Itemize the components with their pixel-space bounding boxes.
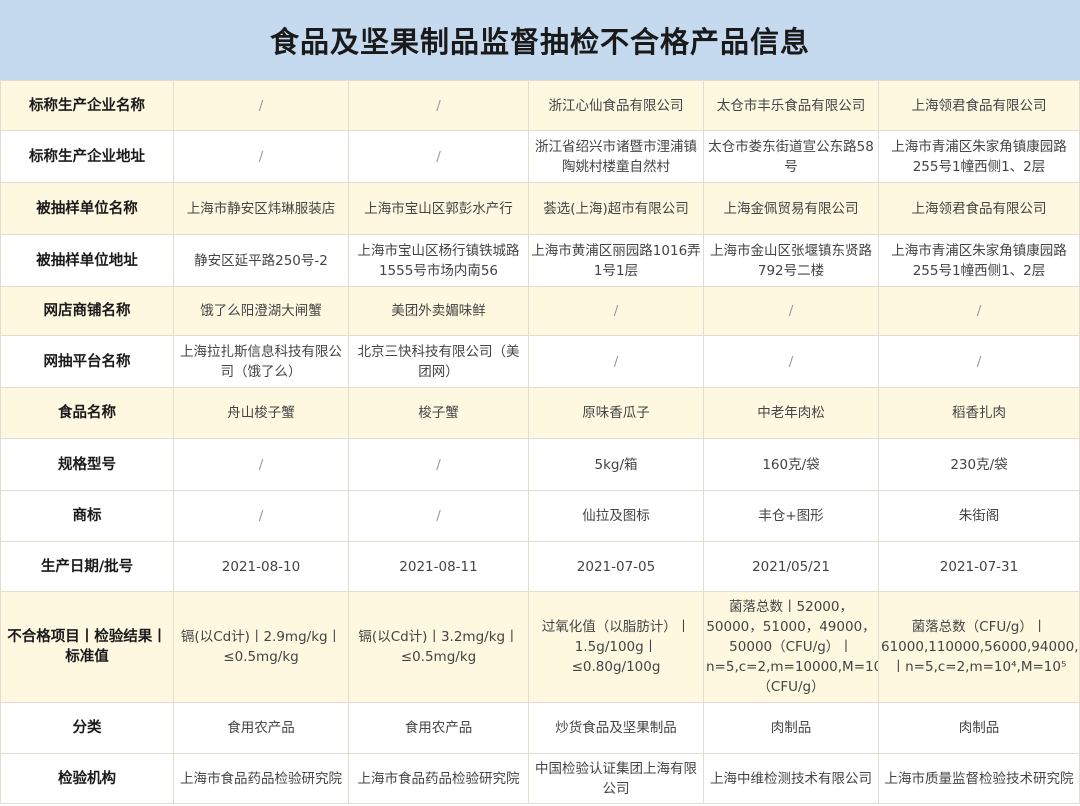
table-cell: 饿了么阳澄湖大闸蟹 [173, 286, 349, 336]
table-cell: 上海中维检测技术有限公司 [703, 753, 879, 804]
table-cell: 原味香瓜子 [528, 387, 704, 439]
table-cell: / [703, 286, 879, 336]
row-label: 规格型号 [0, 438, 174, 491]
row-label: 生产日期/批号 [0, 541, 174, 592]
table-cell: 上海市食品药品检验研究院 [348, 753, 529, 804]
row-label: 标称生产企业名称 [0, 80, 174, 131]
table-cell: 太仓市丰乐食品有限公司 [703, 80, 879, 131]
row-label: 网店商铺名称 [0, 286, 174, 336]
table-cell: 5kg/箱 [528, 438, 704, 491]
page-title: 食品及坚果制品监督抽检不合格产品信息 [0, 0, 1080, 80]
table-cell: 中老年肉松 [703, 387, 879, 439]
table-cell: 舟山梭子蟹 [173, 387, 349, 439]
row-label: 食品名称 [0, 387, 174, 439]
table-cell: 上海领君食品有限公司 [878, 182, 1080, 235]
row-label: 商标 [0, 490, 174, 542]
table-cell: 肉制品 [878, 702, 1080, 754]
table-cell: 食用农产品 [173, 702, 349, 754]
table-cell: 上海市宝山区郭彭水产行 [348, 182, 529, 235]
table-row: 被抽样单位名称 上海市静安区炜琳服装店 上海市宝山区郭彭水产行 荟选(上海)超市有限公… [0, 182, 1080, 235]
table-cell: 上海领君食品有限公司 [878, 80, 1080, 131]
row-label: 不合格项目丨检验结果丨标准值 [0, 591, 174, 703]
row-label: 被抽样单位地址 [0, 234, 174, 287]
table-cell: / [348, 130, 529, 183]
table-cell: 上海市青浦区朱家角镇康园路255号1幢西侧1、2层 [878, 130, 1080, 183]
table-cell: 丰仓+图形 [703, 490, 879, 542]
table-cell: 上海市质量监督检验技术研究院 [878, 753, 1080, 804]
table-cell: 过氧化值（以脂肪计）丨1.5g/100g丨≤0.80g/100g [528, 591, 704, 703]
table-cell: 上海市金山区张堰镇东贤路792号二楼 [703, 234, 879, 287]
table-cell: / [528, 335, 704, 388]
table-cell: 上海拉扎斯信息科技有限公司（饿了么） [173, 335, 349, 388]
table-cell: 食用农产品 [348, 702, 529, 754]
table-cell: 太仓市娄东街道宣公东路58号 [703, 130, 879, 183]
table-cell: 荟选(上海)超市有限公司 [528, 182, 704, 235]
product-table: 标称生产企业名称 / / 浙江心仙食品有限公司 太仓市丰乐食品有限公司 上海领君食品有限公… [0, 80, 1080, 804]
table-row: 规格型号 //5kg/箱 160克/袋 230克/袋 [0, 438, 1080, 491]
table-cell: / [348, 80, 529, 131]
table-cell: / [348, 438, 529, 491]
row-label: 检验机构 [0, 753, 174, 804]
table-row: 标称生产企业名称 / / 浙江心仙食品有限公司 太仓市丰乐食品有限公司 上海领君食品有限公… [0, 80, 1080, 131]
table-row: 网店商铺名称 饿了么阳澄湖大闸蟹 美团外卖媚味鲜 / / / [0, 286, 1080, 336]
table-cell: 炒货食品及坚果制品 [528, 702, 704, 754]
table-cell: / [878, 335, 1080, 388]
table-cell: 上海市黄浦区丽园路1016弄1号1层 [528, 234, 704, 287]
table-cell: 上海市静安区炜琳服装店 [173, 182, 349, 235]
table-cell: 北京三快科技有限公司（美团网） [348, 335, 529, 388]
table-row: 生产日期/批号 2021-08-10 2021-08-11 2021-07-05 202… [0, 541, 1080, 592]
table-cell: 浙江心仙食品有限公司 [528, 80, 704, 131]
table-cell: 菌落总数（CFU/g）丨61000,110000,56000,94000,580… [878, 591, 1080, 703]
table-cell: / [173, 130, 349, 183]
table-cell: / [528, 286, 704, 336]
table-cell: / [173, 438, 349, 491]
table-cell: 中国检验认证集团上海有限公司 [528, 753, 704, 804]
table-cell: / [173, 490, 349, 542]
table-cell: 镉(以Cd计)丨3.2mg/kg丨≤0.5mg/kg [348, 591, 529, 703]
row-label: 标称生产企业地址 [0, 130, 174, 183]
table-row: 食品名称 舟山梭子蟹 梭子蟹 原味香瓜子 中老年肉松 稻香扎肉 [0, 387, 1080, 439]
table-row: 不合格项目丨检验结果丨标准值 镉(以Cd计)丨2.9mg/kg丨≤0.5mg/kg… [0, 591, 1080, 703]
table-cell: / [703, 335, 879, 388]
table-cell: 230克/袋 [878, 438, 1080, 491]
table-row: 商标 / / 仙拉及图标 丰仓+图形 朱街阁 [0, 490, 1080, 542]
table-cell: 2021-07-31 [878, 541, 1080, 592]
table-cell: 朱街阁 [878, 490, 1080, 542]
row-label: 被抽样单位名称 [0, 182, 174, 235]
row-label: 分类 [0, 702, 174, 754]
table-row: 标称生产企业地址 / / 浙江省绍兴市诸暨市浬浦镇陶姚村楼童自然村 太仓市娄东街道宣公东… [0, 130, 1080, 183]
table-cell: 160克/袋 [703, 438, 879, 491]
table-cell: 仙拉及图标 [528, 490, 704, 542]
table-cell: 稻香扎肉 [878, 387, 1080, 439]
table-cell: 静安区延平路250号-2 [173, 234, 349, 287]
table-cell: 镉(以Cd计)丨2.9mg/kg丨≤0.5mg/kg [173, 591, 349, 703]
table-row: 检验机构 上海市食品药品检验研究院 上海市食品药品检验研究院 中国检验认证集团上海有限… [0, 753, 1080, 804]
table-row: 被抽样单位地址 静安区延平路250号-2 上海市宝山区杨行镇铁城路1555号市场内南… [0, 234, 1080, 287]
table-cell: 浙江省绍兴市诸暨市浬浦镇陶姚村楼童自然村 [528, 130, 704, 183]
table-cell: 菌落总数丨52000，50000，51000，49000，50000（CFU/g… [703, 591, 879, 703]
table-cell: 2021-08-10 [173, 541, 349, 592]
table-cell: 2021-07-05 [528, 541, 704, 592]
table-cell: / [173, 80, 349, 131]
row-label: 网抽平台名称 [0, 335, 174, 388]
table-row: 分类 食用农产品 食用农产品 炒货食品及坚果制品 肉制品 肉制品 [0, 702, 1080, 754]
table-cell: 上海金佩贸易有限公司 [703, 182, 879, 235]
table-cell: 上海市宝山区杨行镇铁城路1555号市场内南56 [348, 234, 529, 287]
table-cell: 2021-08-11 [348, 541, 529, 592]
table-cell: / [348, 490, 529, 542]
table-cell: 肉制品 [703, 702, 879, 754]
table-cell: 美团外卖媚味鲜 [348, 286, 529, 336]
table-row: 网抽平台名称 上海拉扎斯信息科技有限公司（饿了么） 北京三快科技有限公司（美团网） /… [0, 335, 1080, 388]
table-cell: 2021/05/21 [703, 541, 879, 592]
table-cell: 梭子蟹 [348, 387, 529, 439]
table-cell: / [878, 286, 1080, 336]
table-cell: 上海市青浦区朱家角镇康园路255号1幢西侧1、2层 [878, 234, 1080, 287]
table-cell: 上海市食品药品检验研究院 [173, 753, 349, 804]
